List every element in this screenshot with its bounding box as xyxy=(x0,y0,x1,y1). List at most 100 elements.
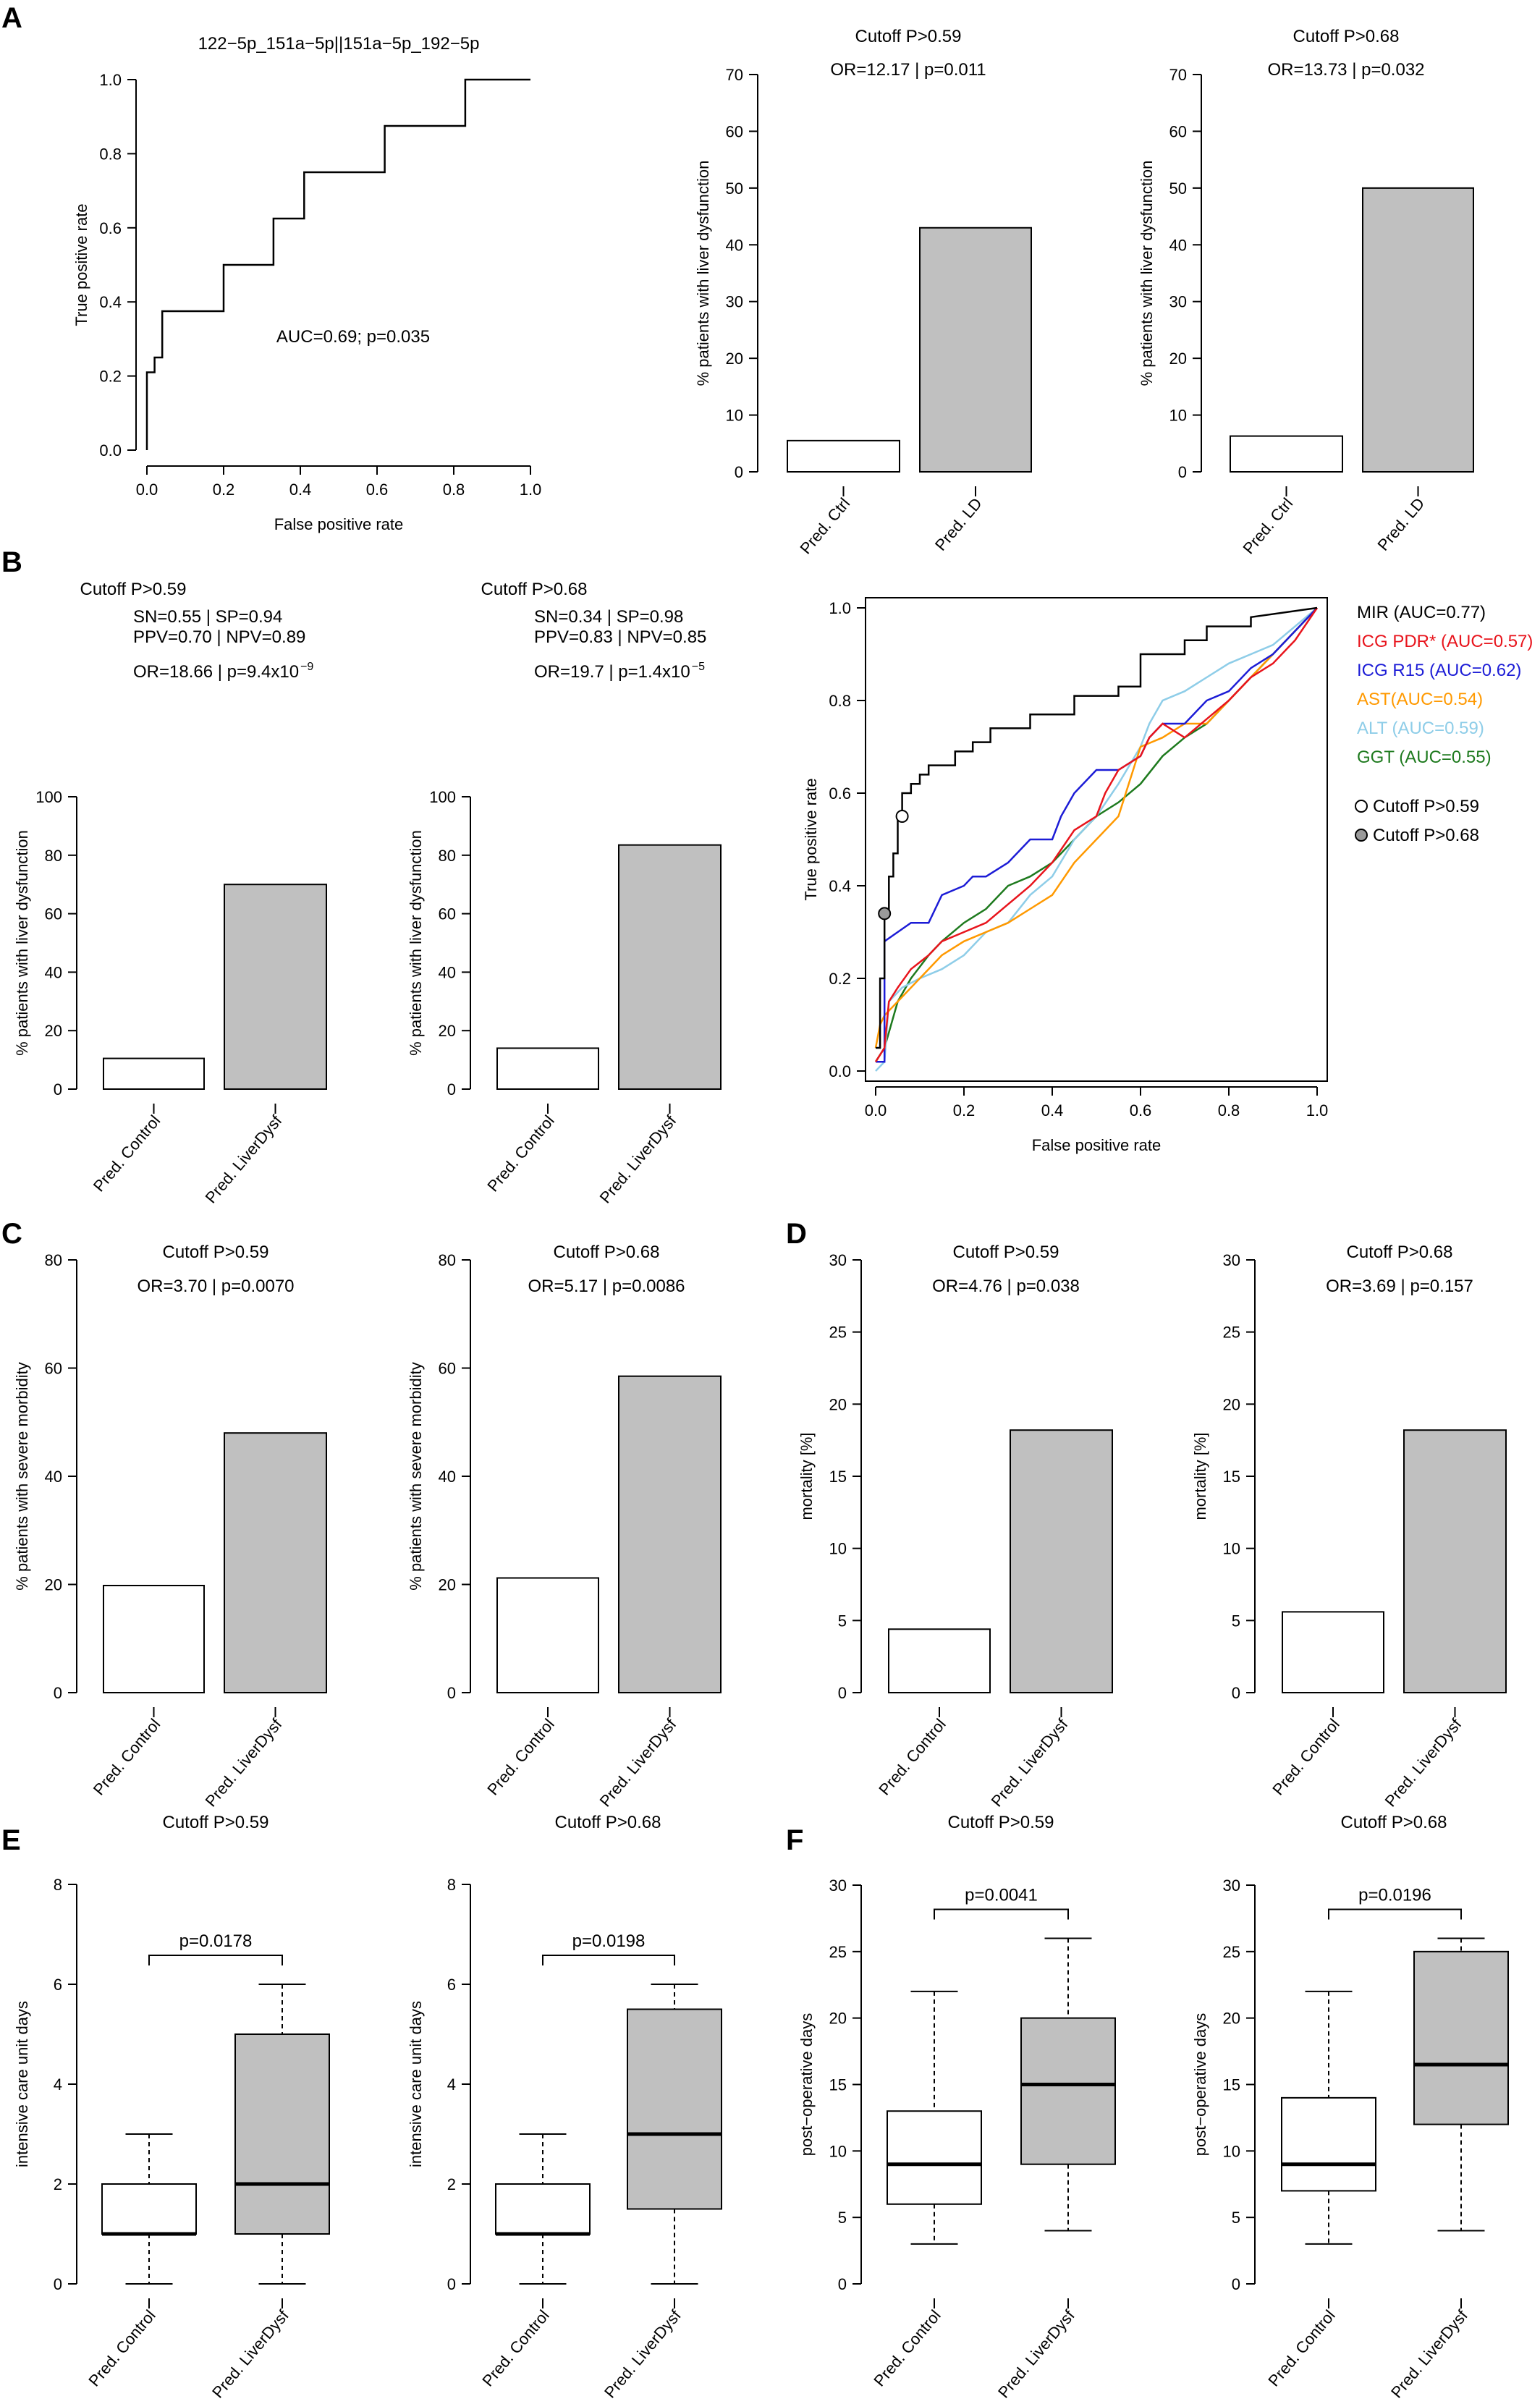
y-tick-label: 50 xyxy=(1169,179,1187,198)
box-pred-control xyxy=(887,1990,982,2245)
x-tick-label: 0.6 xyxy=(366,481,389,499)
y-tick-label: 25 xyxy=(829,1943,847,1961)
y-tick-label: 100 xyxy=(35,788,62,806)
y-tick-label: 40 xyxy=(45,1468,62,1486)
chart-title: Cutoff P>0.68 xyxy=(555,1813,661,1832)
y-tick-label: 40 xyxy=(439,963,456,981)
bar-pred-liver-dysfunction xyxy=(1362,187,1474,473)
y-tick-label: 80 xyxy=(439,1251,456,1269)
chart-a1: 0.0 0.2 0.4 0.6 0.8 1.0 True positive rate 0.0 0… xyxy=(72,34,541,533)
y-tick-label: 30 xyxy=(829,1251,847,1269)
bar-pred-control xyxy=(1230,435,1343,473)
significance-bracket xyxy=(148,1955,283,1965)
y-axis-label: post−operative days xyxy=(1191,2013,1209,2157)
legend-entry: AST(AUC=0.54) xyxy=(1357,690,1483,709)
bar-pred-control xyxy=(888,1628,991,1693)
box-iqr xyxy=(101,2183,197,2235)
y-tick-label: 30 xyxy=(829,1876,847,1895)
chart-annotation: OR=5.17 | p=0.0086 xyxy=(528,1277,685,1296)
chart-title: Cutoff P>0.68 xyxy=(554,1243,660,1262)
y-tick-label: 30 xyxy=(1223,1876,1240,1895)
x-tick-label: 1.0 xyxy=(1306,1101,1329,1120)
y-tick-label: 0 xyxy=(447,1080,456,1099)
x-tick-label: 1.0 xyxy=(520,481,542,499)
y-tick-label: 0.6 xyxy=(99,219,122,237)
x-axis-label: False positive rate xyxy=(274,515,404,533)
y-tick-label: 0.4 xyxy=(829,877,851,895)
chart-stats: SN=0.34 | SP=0.98 xyxy=(534,607,683,627)
auc-annotation: AUC=0.69; p=0.035 xyxy=(276,327,430,347)
box-pred-liver-dysfunction xyxy=(627,1984,722,2285)
y-tick-label: 0 xyxy=(735,463,743,481)
x-tick-label: 0.6 xyxy=(1130,1101,1152,1120)
y-tick-label: 1.0 xyxy=(829,599,851,617)
bar-pred-control xyxy=(1282,1611,1384,1693)
chart-stats: PPV=0.83 | NPV=0.85 xyxy=(534,627,706,647)
y-tick-label: 0.4 xyxy=(99,293,122,311)
y-tick-label: 6 xyxy=(447,1976,456,1994)
legend-marker-icon xyxy=(1355,800,1368,813)
box-pred-liver-dysfunction xyxy=(1020,1937,1116,2232)
panel-letter-d: D xyxy=(786,1218,807,1250)
chart-stats: PPV=0.70 | NPV=0.89 xyxy=(133,627,305,647)
box-iqr xyxy=(495,2183,591,2235)
roc-curve-icg-pdr xyxy=(874,607,1319,1062)
box-pred-liver-dysfunction xyxy=(234,1984,330,2285)
box-iqr xyxy=(1281,2096,1376,2192)
legend-marker-icon xyxy=(1355,829,1368,842)
y-tick-label: 0.0 xyxy=(99,441,122,460)
chart-annotation: OR=3.69 | p=0.157 xyxy=(1326,1277,1473,1296)
x-axis-label: False positive rate xyxy=(1032,1136,1162,1154)
bar-pred-liver-dysfunction xyxy=(224,884,327,1090)
x-tick-label: 0.4 xyxy=(289,481,312,499)
y-tick-label: 20 xyxy=(726,350,743,368)
bar-pred-liver-dysfunction xyxy=(1010,1429,1113,1694)
y-tick-label: 0 xyxy=(54,2275,62,2293)
y-tick-label: 15 xyxy=(1223,1468,1240,1486)
y-tick-label: 40 xyxy=(45,963,62,981)
panel-letter-c: C xyxy=(1,1218,22,1250)
bar-pred-liver-dysfunction xyxy=(618,844,722,1091)
y-tick-label: 20 xyxy=(439,1022,456,1040)
plot-frame xyxy=(865,597,1328,1082)
bar-pred-control xyxy=(103,1057,205,1090)
y-tick-label: 20 xyxy=(1223,2010,1240,2028)
roc-curve-series xyxy=(145,78,530,450)
y-tick-label: 10 xyxy=(829,2142,847,2160)
y-tick-label: 20 xyxy=(439,1576,456,1594)
x-tick-label: 0.8 xyxy=(1218,1101,1240,1120)
legend-entry: GGT (AUC=0.55) xyxy=(1357,748,1492,767)
y-tick-label: 20 xyxy=(1223,1395,1240,1413)
y-axis-label: post−operative days xyxy=(798,2013,816,2157)
y-axis-label: % patients with liver dysfunction xyxy=(407,830,425,1056)
y-tick-label: 0.8 xyxy=(829,692,851,710)
y-tick-label: 0.2 xyxy=(829,970,851,988)
y-tick-label: 60 xyxy=(1169,122,1187,140)
p-value-annotation: p=0.0196 xyxy=(1358,1885,1431,1905)
y-tick-label: 8 xyxy=(447,1876,456,1894)
chart-annotation: OR=4.76 | p=0.038 xyxy=(932,1277,1080,1296)
chart-annotation: OR=3.70 | p=0.0070 xyxy=(137,1277,294,1296)
chart-stats: SN=0.55 | SP=0.94 xyxy=(133,607,282,627)
y-tick-label: 0 xyxy=(1232,1684,1240,1702)
y-tick-label: 40 xyxy=(1169,236,1187,254)
x-tick-label: 0.4 xyxy=(1041,1101,1064,1120)
x-tick-label: 0.2 xyxy=(213,481,235,499)
bar-pred-control xyxy=(103,1584,205,1694)
cutoff-marker xyxy=(895,810,909,823)
chart-title: Cutoff P>0.59 xyxy=(163,1813,269,1832)
chart-title: Cutoff P>0.59 xyxy=(163,1243,269,1262)
y-tick-label: 60 xyxy=(726,122,743,140)
box-iqr xyxy=(1413,1950,1509,2125)
box-iqr xyxy=(1020,2017,1116,2165)
y-tick-label: 20 xyxy=(45,1576,62,1594)
y-tick-label: 50 xyxy=(726,179,743,198)
legend-entry: Cutoff P>0.68 xyxy=(1373,826,1479,845)
x-tick-label: 0.8 xyxy=(443,481,465,499)
box-pred-control xyxy=(1281,1990,1376,2245)
y-tick-label: 0 xyxy=(1178,463,1187,481)
bar-pred-control xyxy=(496,1047,599,1090)
y-tick-label: 15 xyxy=(829,2076,847,2094)
y-tick-label: 10 xyxy=(1169,407,1187,425)
y-tick-label: 8 xyxy=(54,1876,62,1894)
